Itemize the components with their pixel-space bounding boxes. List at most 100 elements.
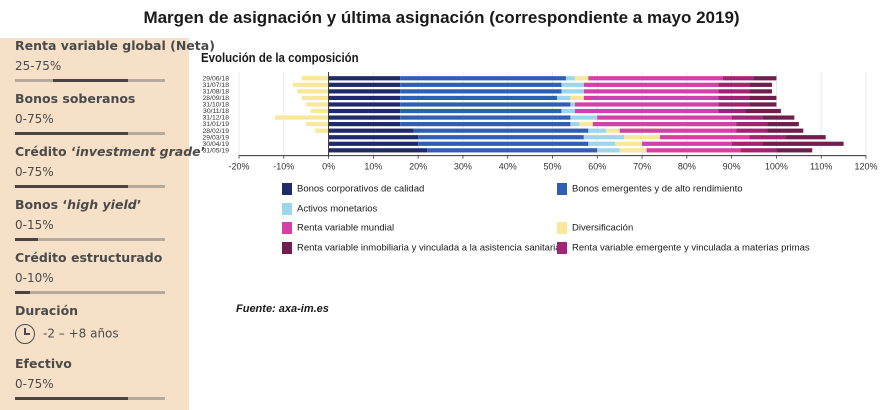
category-label: 28/02/19 xyxy=(203,128,230,135)
clock-icon xyxy=(15,324,35,344)
legend-label: Renta variable mundial xyxy=(297,222,395,234)
bar-segment xyxy=(570,95,584,101)
category-label: 31/12/18 xyxy=(203,115,230,122)
bar-segment xyxy=(749,89,772,94)
range-bar-fill xyxy=(52,79,128,82)
sidebar-item-renta-variable: Renta variable global (Neta) 25-75% xyxy=(15,38,215,82)
bar-segment xyxy=(328,76,401,81)
legend-label: Bonos corporativos de calidad xyxy=(297,183,425,195)
bar-segment xyxy=(588,128,607,133)
bar-segment xyxy=(606,128,620,133)
bar-segment xyxy=(762,141,844,146)
bar-segment xyxy=(328,141,419,146)
bar-segment xyxy=(740,148,777,153)
sidebar-item-label: Duración xyxy=(15,303,79,318)
bar-segment xyxy=(301,95,329,101)
bar-segment xyxy=(570,115,598,120)
bar-segment xyxy=(400,95,557,101)
bar-segment xyxy=(561,108,575,114)
bar-segment xyxy=(642,141,732,146)
bar-segment xyxy=(418,135,584,140)
x-tick-label: 120% xyxy=(854,162,877,172)
x-tick-label: 70% xyxy=(633,162,651,172)
source-note: Fuente: axa-im.es xyxy=(236,303,329,315)
bar-segment xyxy=(328,102,401,107)
category-label: 31/01/19 xyxy=(203,121,230,128)
x-tick-label: 40% xyxy=(499,162,517,172)
bar-segment xyxy=(561,82,584,87)
sidebar-item-range: 0-75% xyxy=(15,377,54,391)
legend-swatch xyxy=(557,183,567,195)
legend-swatch xyxy=(557,222,567,234)
bar-segment xyxy=(400,76,566,81)
bar-segment xyxy=(574,102,719,107)
category-label: 31/10/18 xyxy=(203,102,230,109)
bar-segment xyxy=(749,102,777,107)
range-bar-fill xyxy=(15,397,128,400)
x-tick-label: -20% xyxy=(228,162,249,172)
bar-segment xyxy=(400,82,562,87)
bar-segment xyxy=(722,76,755,81)
sidebar-item-range: 0-75% xyxy=(15,165,54,179)
x-tick-label: 100% xyxy=(765,162,788,172)
range-bar xyxy=(15,397,165,400)
legend-item: Bonos emergentes y de alto rendimiento xyxy=(557,183,743,195)
sidebar-item-range: 0-10% xyxy=(15,271,54,285)
bar-segment xyxy=(736,122,768,127)
sidebar-item-duracion: Duración -2 – +8 años xyxy=(15,303,175,344)
bar-segment xyxy=(785,135,826,140)
bar-segment xyxy=(624,135,660,140)
bar-segment xyxy=(646,148,741,153)
bar-segment xyxy=(583,135,625,140)
bar-segment xyxy=(427,148,598,153)
sidebar-item-efectivo: Efectivo 0-75% xyxy=(15,356,175,400)
bar-segment xyxy=(597,115,732,120)
legend-item: Diversificación xyxy=(557,222,633,234)
bar-segment xyxy=(718,89,750,94)
x-tick-label: 60% xyxy=(588,162,606,172)
bar-segment xyxy=(306,122,329,127)
bar-segment xyxy=(749,135,786,140)
x-tick-label: -10% xyxy=(273,162,294,172)
bar-segment xyxy=(297,89,329,94)
range-bar-fill xyxy=(15,291,30,294)
bar-segment xyxy=(659,135,750,140)
bar-segment xyxy=(418,141,589,146)
bar-segment xyxy=(328,108,401,114)
category-label: 31/08/18 xyxy=(203,88,230,95)
category-label: 31/05/19 xyxy=(203,147,230,154)
sidebar-item-range: -2 – +8 años xyxy=(15,324,175,344)
bar-segment xyxy=(328,148,428,153)
legend-item: Renta variable inmobiliaria y vinculada … xyxy=(282,241,561,254)
x-tick-label: 0% xyxy=(322,162,335,172)
bar-segment xyxy=(413,128,589,133)
legend-label: Bonos emergentes y de alto rendimiento xyxy=(572,183,743,195)
bar-segment xyxy=(776,148,813,153)
bar-segment xyxy=(767,122,799,127)
bar-segment xyxy=(570,122,580,127)
range-bar-fill xyxy=(15,238,38,241)
bar-segment xyxy=(274,115,329,120)
bar-segment xyxy=(328,122,401,127)
legend-label: Activos monetarios xyxy=(297,203,378,215)
x-tick-label: 110% xyxy=(810,162,832,172)
bar-segment xyxy=(597,148,620,153)
sidebar-item-label: Renta variable global (Neta) xyxy=(15,38,215,53)
bar-segment xyxy=(400,108,562,114)
bar-segment xyxy=(315,128,329,133)
legend-swatch xyxy=(282,222,292,234)
legend-item: Renta variable emergente y vinculada a m… xyxy=(557,241,810,254)
x-tick-label: 50% xyxy=(543,162,561,172)
bar-segment xyxy=(574,76,589,81)
bar-segment xyxy=(570,102,575,107)
legend-swatch xyxy=(557,241,567,254)
bar-segment xyxy=(619,128,737,133)
allocation-sidebar: Renta variable global (Neta) 25-75% Bono… xyxy=(0,38,215,410)
sidebar-item-label: Bonos soberanos xyxy=(15,91,136,106)
bar-segment xyxy=(400,122,571,127)
bar-segment xyxy=(583,95,719,101)
legend-swatch xyxy=(282,241,292,254)
bar-segment xyxy=(301,76,329,81)
legend-label: Renta variable emergente y vinculada a m… xyxy=(572,242,810,254)
